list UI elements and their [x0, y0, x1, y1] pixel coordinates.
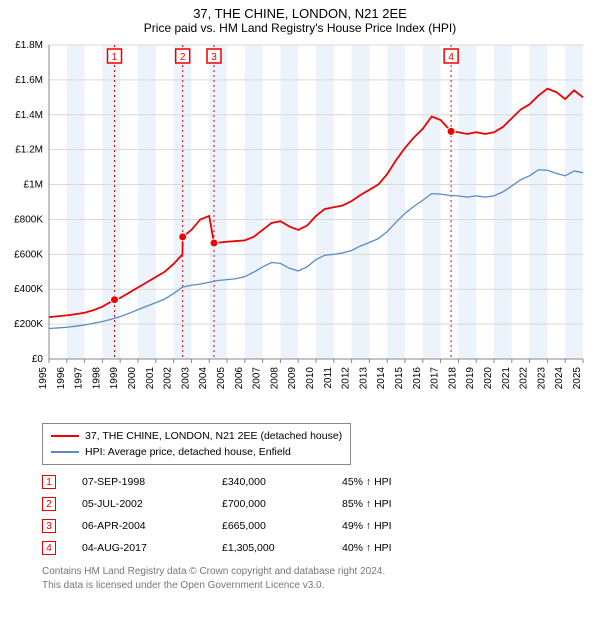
- tx-price: £700,000: [222, 498, 342, 510]
- svg-text:£1.6M: £1.6M: [15, 75, 43, 86]
- tx-marker: 4: [42, 541, 56, 555]
- svg-text:£200K: £200K: [14, 319, 43, 330]
- svg-text:1998: 1998: [91, 367, 102, 390]
- tx-date: 06-APR-2004: [82, 520, 222, 532]
- svg-text:1: 1: [112, 52, 118, 63]
- legend-label: 37, THE CHINE, LONDON, N21 2EE (detached…: [85, 430, 342, 442]
- tx-date: 04-AUG-2017: [82, 542, 222, 554]
- svg-text:2023: 2023: [536, 367, 547, 390]
- svg-text:£600K: £600K: [14, 249, 43, 260]
- tx-marker: 1: [42, 475, 56, 489]
- svg-text:2011: 2011: [323, 367, 334, 389]
- svg-text:2009: 2009: [287, 367, 298, 390]
- line-chart: £0 £200K £400K £600K £800K £1M £1.2M £1.4M £1.6M…: [5, 37, 595, 417]
- svg-text:2002: 2002: [163, 367, 174, 390]
- svg-text:£800K: £800K: [14, 214, 43, 225]
- legend: 37, THE CHINE, LONDON, N21 2EE (detached…: [42, 423, 351, 465]
- svg-text:1999: 1999: [109, 367, 120, 390]
- svg-text:2013: 2013: [358, 367, 369, 390]
- title-main: 37, THE CHINE, LONDON, N21 2EE: [0, 6, 600, 21]
- svg-text:2006: 2006: [234, 367, 245, 390]
- svg-text:2022: 2022: [519, 367, 530, 390]
- svg-text:2014: 2014: [376, 367, 387, 390]
- svg-text:2012: 2012: [341, 367, 352, 390]
- svg-text:2007: 2007: [252, 367, 263, 390]
- legend-swatch: [51, 435, 79, 437]
- svg-text:2019: 2019: [465, 367, 476, 390]
- transaction-table: 1 07-SEP-1998£340,00045% ↑ HPI 2 05-JUL-200…: [42, 471, 600, 559]
- tx-pct: 45% ↑ HPI: [342, 476, 462, 488]
- svg-text:1997: 1997: [74, 367, 85, 390]
- tx-pct: 85% ↑ HPI: [342, 498, 462, 510]
- tx-price: £340,000: [222, 476, 342, 488]
- svg-text:2: 2: [180, 52, 186, 63]
- svg-text:£1.8M: £1.8M: [15, 40, 43, 51]
- svg-text:4: 4: [448, 52, 454, 63]
- tx-pct: 40% ↑ HPI: [342, 542, 462, 554]
- tx-pct: 49% ↑ HPI: [342, 520, 462, 532]
- svg-text:2017: 2017: [430, 367, 441, 390]
- tx-date: 05-JUL-2002: [82, 498, 222, 510]
- table-row: 1 07-SEP-1998£340,00045% ↑ HPI: [42, 471, 600, 493]
- table-row: 2 05-JUL-2002£700,00085% ↑ HPI: [42, 493, 600, 515]
- legend-label: HPI: Average price, detached house, Enfi…: [85, 446, 291, 458]
- svg-text:2001: 2001: [145, 367, 156, 390]
- svg-text:£0: £0: [32, 354, 44, 365]
- svg-text:2015: 2015: [394, 367, 405, 390]
- svg-text:2025: 2025: [572, 367, 583, 390]
- table-row: 3 06-APR-2004£665,00049% ↑ HPI: [42, 515, 600, 537]
- tx-price: £665,000: [222, 520, 342, 532]
- footer-line: This data is licensed under the Open Gov…: [42, 579, 600, 593]
- tx-marker: 3: [42, 519, 56, 533]
- svg-text:3: 3: [211, 52, 217, 63]
- svg-text:2008: 2008: [269, 367, 280, 390]
- svg-text:2010: 2010: [305, 367, 316, 390]
- svg-text:2024: 2024: [554, 367, 565, 390]
- footer-line: Contains HM Land Registry data © Crown c…: [42, 565, 600, 579]
- table-row: 4 04-AUG-2017£1,305,00040% ↑ HPI: [42, 537, 600, 559]
- svg-text:2021: 2021: [501, 367, 512, 390]
- tx-marker: 2: [42, 497, 56, 511]
- svg-text:1995: 1995: [38, 367, 49, 390]
- legend-row: 37, THE CHINE, LONDON, N21 2EE (detached…: [51, 428, 342, 444]
- svg-text:2018: 2018: [447, 367, 458, 390]
- svg-text:2016: 2016: [412, 367, 423, 390]
- legend-row: HPI: Average price, detached house, Enfi…: [51, 444, 342, 460]
- tx-price: £1,305,000: [222, 542, 342, 554]
- svg-text:2005: 2005: [216, 367, 227, 390]
- chart-titles: 37, THE CHINE, LONDON, N21 2EE Price pai…: [0, 0, 600, 37]
- chart-area: £0 £200K £400K £600K £800K £1M £1.2M £1.4M £1.6M…: [5, 37, 595, 417]
- legend-swatch: [51, 451, 79, 453]
- svg-text:£1.2M: £1.2M: [15, 145, 43, 156]
- title-sub: Price paid vs. HM Land Registry's House …: [0, 21, 600, 35]
- svg-text:2000: 2000: [127, 367, 138, 390]
- tx-date: 07-SEP-1998: [82, 476, 222, 488]
- svg-text:£400K: £400K: [14, 284, 43, 295]
- svg-text:£1M: £1M: [24, 180, 43, 191]
- svg-text:£1.4M: £1.4M: [15, 110, 43, 121]
- svg-text:2004: 2004: [198, 367, 209, 390]
- svg-text:1996: 1996: [56, 367, 67, 390]
- chart-container: 37, THE CHINE, LONDON, N21 2EE Price pai…: [0, 0, 600, 592]
- footer: Contains HM Land Registry data © Crown c…: [42, 565, 600, 592]
- svg-text:2020: 2020: [483, 367, 494, 390]
- svg-text:2003: 2003: [180, 367, 191, 390]
